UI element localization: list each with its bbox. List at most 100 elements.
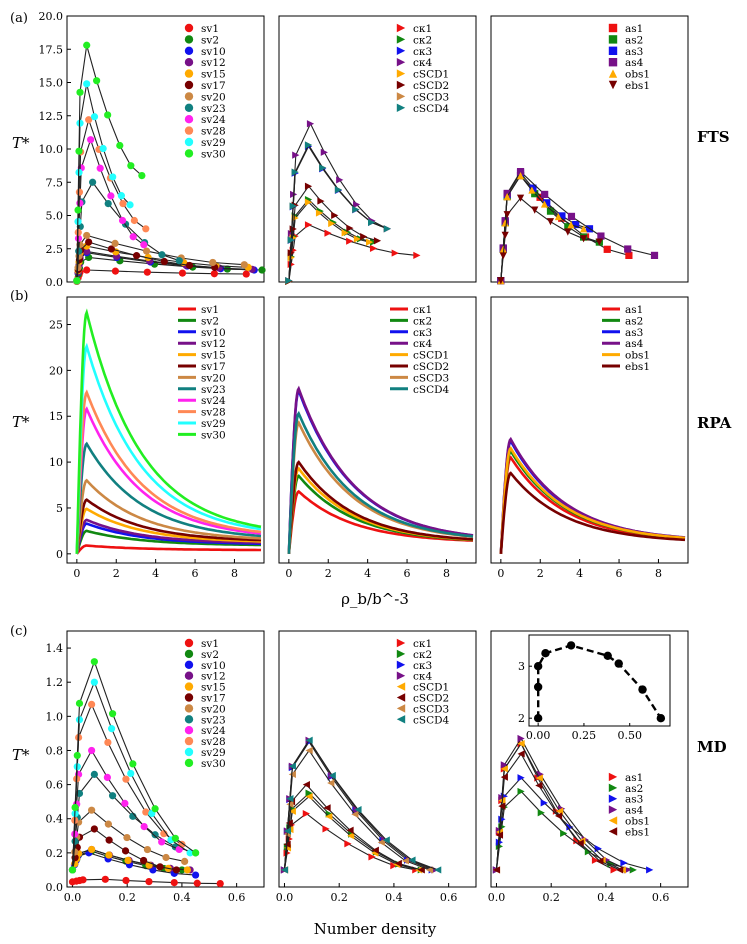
data-point-c-1: [391, 249, 399, 257]
legend-label-c-4: cκ4: [413, 57, 432, 69]
data-point-cscd1: [291, 214, 299, 222]
data-point-obs1: [517, 740, 525, 748]
data-point-sv24: [87, 136, 95, 144]
legend-marker-sv12: [184, 671, 194, 680]
data-point-sv1: [101, 875, 109, 883]
data-point-sv23: [158, 251, 166, 259]
data-point-cscd3: [288, 770, 296, 778]
legend-label-sv29: sv29: [201, 137, 226, 149]
x-tick-label: 6: [192, 567, 199, 580]
data-point-sv1: [79, 876, 87, 884]
data-point-cscd2: [285, 819, 293, 827]
data-point-obs1: [554, 212, 562, 221]
legend-label-as4: as4: [625, 338, 644, 350]
data-point-sv24: [107, 192, 115, 200]
inset-x-tick-label: 0.50: [617, 729, 642, 742]
y-tick-label: 1.4: [46, 642, 64, 655]
data-point-sv15: [124, 856, 132, 865]
legend-label-sv28: sv28: [201, 407, 226, 419]
data-point-cscd4: [305, 736, 313, 744]
inset-data-point: [656, 714, 666, 723]
data-point-c-4: [306, 120, 315, 128]
y-tick-label: 0.4: [46, 813, 64, 826]
curve-sv30: [76, 45, 143, 281]
legend-label-cscd2: cSCD2: [413, 361, 449, 373]
curve-cscd4: [287, 410, 474, 554]
data-point-obs1: [528, 186, 536, 194]
plot-frame: [490, 296, 689, 564]
data-point-sv20: [162, 853, 170, 862]
legend-marker-as2: [608, 783, 618, 793]
data-point-sv29: [90, 678, 98, 686]
data-point-sv24: [103, 773, 111, 781]
legend-label-cscd4: cSCD4: [413, 714, 450, 726]
data-point-ebs1: [615, 866, 624, 874]
curve-ebs1: [500, 197, 600, 281]
curve-sv17: [75, 498, 262, 554]
panel-b1: 0 2 4 6 80510152025sv1sv2sv10sv12sv15sv17sv2…: [49, 296, 265, 580]
x-tick-label: 0: [285, 567, 292, 580]
data-point-cscd2: [371, 846, 379, 854]
data-point-sv17: [140, 856, 148, 865]
legend-marker-sv10: [184, 660, 194, 669]
curve-obs1: [499, 446, 686, 554]
legend-label-sv10: sv10: [201, 660, 226, 672]
data-point-sv30: [93, 77, 101, 85]
data-point-cscd4: [291, 168, 299, 176]
legend-label-ebs1: ebs1: [625, 361, 650, 373]
legend-marker-sv29: [184, 747, 194, 757]
legend-marker-as4: [608, 805, 618, 814]
y-tick-label: 12.5: [39, 110, 64, 123]
legend-label-sv2: sv2: [201, 649, 219, 661]
data-point-as4: [500, 761, 508, 769]
legend-label-sv30: sv30: [201, 758, 226, 770]
legend-label-as3: as3: [625, 327, 643, 339]
data-point-sv30: [75, 147, 83, 155]
legend-label-c-3: cκ3: [413, 327, 432, 339]
x-tick-label: 0.0: [64, 891, 82, 904]
legend-label-as3: as3: [625, 46, 643, 58]
data-point-cscd2: [331, 211, 339, 219]
legend-marker-sv10: [184, 46, 194, 55]
data-point-ebs1: [595, 238, 603, 246]
data-point-as1: [536, 193, 544, 201]
data-point-sv28: [130, 216, 138, 225]
curve-c-3: [287, 387, 474, 554]
data-point-cscd2: [360, 233, 368, 241]
y-tick-label: 5.0: [46, 210, 64, 223]
y-tick-label: 10.0: [39, 143, 64, 156]
data-point-ebs1: [535, 781, 543, 790]
data-point-sv1: [143, 268, 151, 276]
data-point-sv23: [108, 792, 117, 800]
data-point-sv24: [118, 216, 127, 225]
data-point-c-2: [369, 238, 378, 246]
curve-c-4: [287, 385, 474, 554]
legend-label-sv24: sv24: [201, 725, 226, 737]
x-tick-label: 4: [576, 567, 583, 580]
data-point-sv28: [142, 225, 150, 233]
data-point-sv17: [132, 252, 141, 260]
panel-a1: 0.02.55.07.510.012.515.017.520.0sv1sv2sv…: [39, 10, 266, 289]
legend-label-sv29: sv29: [201, 747, 226, 759]
legend-label-sv1: sv1: [201, 304, 219, 316]
data-point-c-1: [322, 825, 330, 833]
data-point-cscd2: [287, 249, 295, 257]
data-point-ebs1: [497, 277, 505, 285]
x-tick-label: 0.0: [488, 891, 506, 904]
data-point-ebs1: [596, 857, 604, 865]
data-point-sv23: [151, 831, 159, 839]
data-point-as2: [546, 207, 555, 215]
legend-label-c-1: cκ1: [413, 23, 432, 35]
legend-label-sv12: sv12: [201, 338, 226, 350]
data-point-obs1: [501, 219, 509, 227]
legend-label-cscd2: cSCD2: [413, 693, 449, 705]
legend-label-as1: as1: [625, 772, 643, 784]
y-axis-label-c: T*: [12, 746, 30, 764]
data-point-as3: [543, 199, 551, 207]
plot-frame: [66, 630, 265, 888]
data-point-sv24: [140, 823, 148, 831]
data-point-cscd4: [328, 771, 336, 780]
x-tick-label: 4: [364, 567, 371, 580]
legend-label-c-1: cκ1: [413, 638, 432, 650]
